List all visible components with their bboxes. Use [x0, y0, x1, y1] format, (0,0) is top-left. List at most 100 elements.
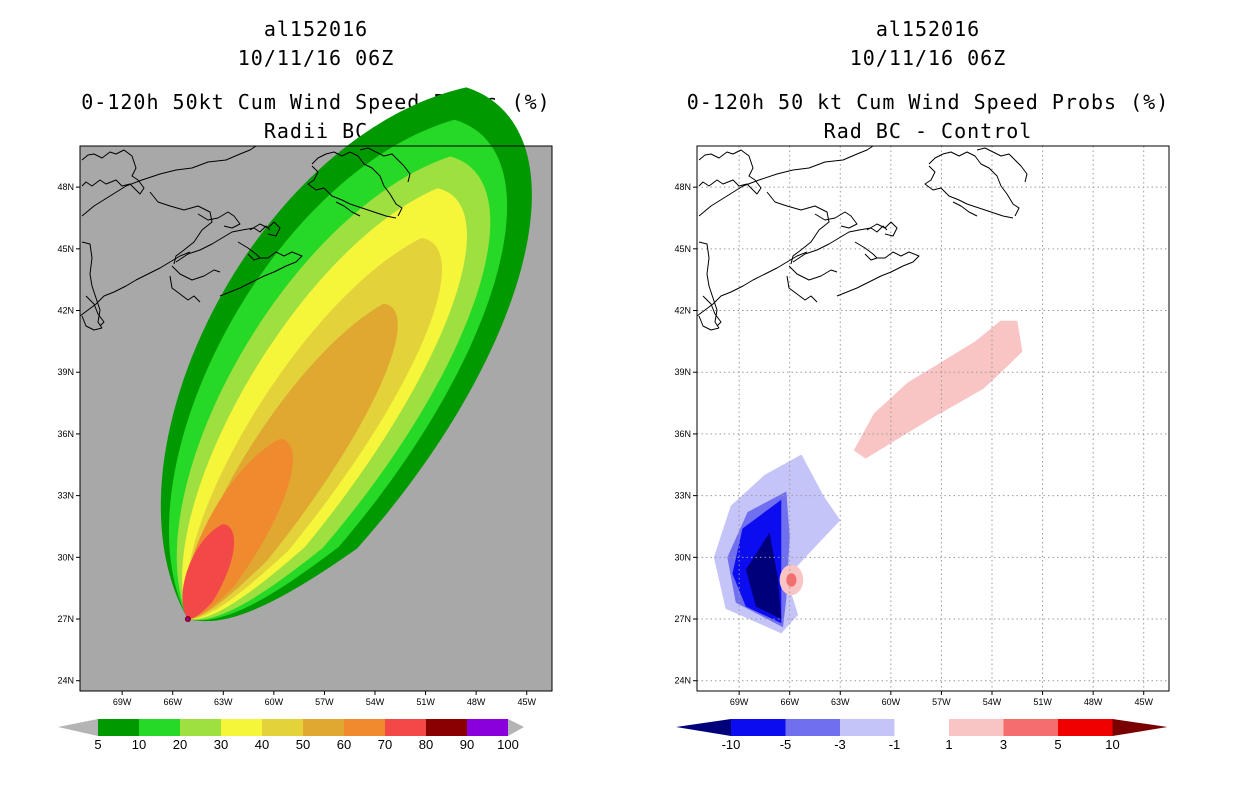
colorbar-0-label-60: 60 [337, 737, 351, 752]
map-1-coastline-12 [702, 295, 722, 327]
map-1-coastline-2 [766, 191, 830, 265]
map-0-coastline-17 [81, 315, 103, 331]
colorbar-0-label-5: 5 [94, 737, 101, 752]
map-1-ytick-label-5: 39N [674, 367, 691, 377]
right-title-3: 0-120h 50 kt Cum Wind Speed Probs (%) [686, 90, 1170, 114]
map-0-frame [79, 145, 553, 692]
colorbar-0-label-50: 50 [296, 737, 310, 752]
left-title-2: 10/11/16 06Z [237, 46, 395, 70]
map-0-coastline-11 [169, 275, 201, 303]
map-0-xtick-label-5: 54W [366, 697, 385, 707]
colorbar-1-label-2: -3 [834, 737, 846, 752]
map-0-ytick-label-8: 48N [57, 182, 74, 192]
map-0-ytick-label-1: 27N [57, 614, 74, 624]
map-1-coastline [696, 145, 1028, 331]
map-1-ytick-label-3: 33N [674, 491, 691, 501]
map-0-coastline-9 [249, 221, 281, 237]
map-1-ytick-label-0: 24N [674, 676, 691, 686]
map-1-coastline-3 [698, 241, 720, 329]
map-1-xtick-label-1: 66W [780, 697, 799, 707]
map-1-ytick-label-6: 42N [674, 306, 691, 316]
colorbar-1-over-arrow [1112, 719, 1168, 736]
map-0-xtick-label-6: 51W [416, 697, 435, 707]
right-title-1: al152016 [875, 17, 981, 41]
colorbar-1-box-6 [1003, 719, 1058, 736]
colorbar-0-label-40: 40 [255, 737, 269, 752]
map-1-xtick-label-2: 63W [831, 697, 850, 707]
map-1-coastline-7 [814, 211, 858, 229]
map-0-ytick-label-2: 30N [57, 552, 74, 562]
map-1-coastline-14 [924, 165, 1014, 219]
colorbar-1-label-5: 3 [1000, 737, 1007, 752]
map-1-contour-negative-10 [745, 532, 782, 620]
map-0-coastline-1 [81, 145, 257, 217]
map-0-xtick-label-8: 45W [517, 697, 536, 707]
map-0-xtick-label-0: 69W [113, 697, 132, 707]
map-0-ytick-label-0: 24N [57, 676, 74, 686]
right-title-2: 10/11/16 06Z [849, 46, 1007, 70]
map-0-coastline-7 [197, 211, 241, 229]
colorbar-0-box-6 [344, 719, 385, 736]
map-0-coastline-0 [81, 149, 145, 195]
colorbar-1-label-7: 10 [1105, 737, 1119, 752]
colorbar-1-box-1 [731, 719, 786, 736]
colorbar-0-label-80: 80 [419, 737, 433, 752]
map-1-coastline-17 [698, 315, 720, 331]
colorbar-0-box-3 [221, 719, 262, 736]
colorbar-1-box-5 [949, 719, 1004, 736]
map-0-contour-70 [182, 523, 234, 620]
map-0-xtick-label-3: 60W [265, 697, 284, 707]
map-0-ytick-label-6: 42N [57, 306, 74, 316]
map-1-coastline-1 [698, 145, 874, 217]
map-1-ytick-label-4: 36N [674, 429, 691, 439]
map-0-coastline-5 [175, 225, 271, 263]
colorbar-0-box-1 [139, 719, 180, 736]
map-0-xtick-label-1: 66W [163, 697, 182, 707]
map-0-ytick-label-5: 39N [57, 367, 74, 377]
map-1-xtick-label-6: 51W [1033, 697, 1052, 707]
map-1-xtick-label-8: 45W [1134, 697, 1153, 707]
colorbar-1-box-7 [1058, 719, 1113, 736]
map-1-ytick-label-1: 27N [674, 614, 691, 624]
colorbar-1-label-6: 5 [1054, 737, 1061, 752]
map-1-contour-positive-1 [853, 320, 1023, 459]
colorbar-0-label-70: 70 [378, 737, 392, 752]
map-1-coastline-10 [836, 251, 920, 297]
colorbar-0-box-5 [303, 719, 344, 736]
map-0-coastline-15 [335, 201, 361, 217]
colorbar-0-box-7 [385, 719, 426, 736]
map-0-xtick-label-4: 57W [315, 697, 334, 707]
map-1-xtick-label-4: 57W [932, 697, 951, 707]
map-1-coastline-9 [866, 221, 898, 237]
map-1-ytick-label-7: 45N [674, 244, 691, 254]
colorbar-1-label-3: -1 [889, 737, 901, 752]
map-0-contour-100 [186, 617, 190, 621]
colorbar-0-label-90: 90 [460, 737, 474, 752]
colorbar-1-label-0: -10 [722, 737, 741, 752]
colorbar-1-label-1: -5 [780, 737, 792, 752]
map-0-coastline-8 [237, 241, 261, 261]
map-0-coastline-13 [311, 151, 403, 217]
map-1-coastline-13 [928, 151, 1020, 217]
left-title-1: al152016 [263, 17, 369, 41]
map-1-xtick-label-5: 54W [983, 697, 1002, 707]
colorbar-0-box-0 [98, 719, 139, 736]
map-1-frame [696, 145, 1170, 692]
map-0-coastline-10 [219, 251, 303, 297]
colorbar-0-over-arrow [508, 719, 524, 736]
colorbar-1-box-3 [840, 719, 895, 736]
colorbar-0-label-20: 20 [173, 737, 187, 752]
map-1-xtick-label-7: 48W [1084, 697, 1103, 707]
map-1-coastline-15 [952, 201, 978, 217]
colorbar-0-label-10: 10 [132, 737, 146, 752]
colorbar-1-under-arrow [676, 719, 731, 736]
map-1-xtick-label-3: 60W [882, 697, 901, 707]
map-1-ytick-label-2: 30N [674, 552, 691, 562]
colorbar-0-box-4 [262, 719, 303, 736]
colorbar-0-label-30: 30 [214, 737, 228, 752]
map-0-coastline-12 [85, 295, 105, 327]
colorbar-1-box-4 [894, 719, 949, 736]
right-title-4: Rad BC - Control [823, 119, 1033, 143]
map-1-coastline-0 [698, 149, 762, 195]
